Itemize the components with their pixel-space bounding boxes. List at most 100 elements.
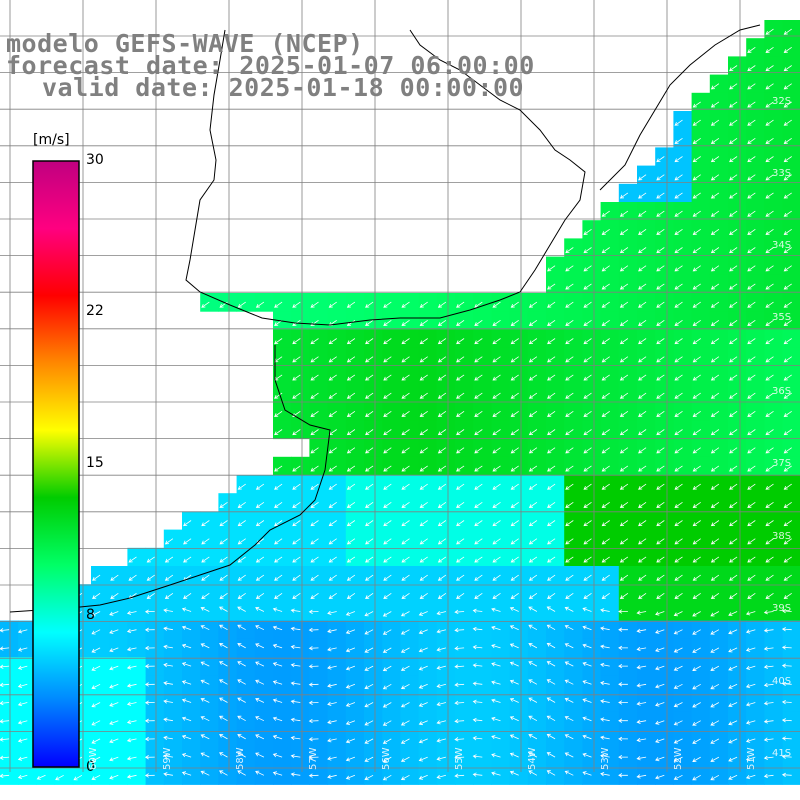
wind-speed-cell [655, 438, 674, 458]
wind-speed-cell [400, 547, 420, 567]
lon-label: 55W [454, 747, 465, 770]
wind-speed-cell [345, 675, 365, 694]
wind-speed-cell [709, 547, 729, 567]
wind-arrow [692, 374, 701, 381]
wind-arrow [747, 265, 756, 272]
wind-speed-cell [291, 693, 310, 713]
wind-speed-cell [345, 293, 365, 312]
wind-speed-cell [273, 748, 292, 767]
wind-arrow [656, 319, 665, 326]
wind-speed-cell [764, 511, 784, 531]
wind-arrow [710, 520, 720, 527]
wind-arrow [109, 756, 119, 762]
wind-arrow [474, 501, 483, 508]
wind-speed-cell [709, 183, 729, 203]
wind-arrow [583, 247, 592, 254]
wind-arrow [219, 752, 228, 758]
wind-speed-cell [400, 438, 420, 458]
wind-speed-cell [364, 657, 383, 676]
wind-arrow [472, 736, 483, 741]
wind-arrow [365, 538, 374, 545]
wind-arrow [638, 265, 647, 272]
wind-arrow [200, 661, 210, 667]
wind-arrow [382, 665, 392, 672]
wind-arrow [528, 301, 538, 308]
wind-arrow [237, 301, 246, 308]
wind-speed-cell [18, 748, 37, 767]
wind-speed-cell [546, 529, 565, 549]
wind-speed-cell [709, 256, 729, 276]
wind-speed-cell [200, 566, 219, 585]
wind-arrow [456, 429, 465, 436]
wind-arrow [692, 410, 701, 417]
wind-arrow [692, 629, 701, 635]
wind-arrow [510, 356, 519, 363]
wind-speed-cell [564, 511, 583, 531]
wind-speed-cell [327, 529, 347, 549]
wind-speed-cell [345, 602, 365, 622]
wind-speed-cell [691, 602, 711, 622]
wind-speed-cell [546, 566, 565, 585]
wind-arrow [346, 374, 356, 381]
wind-arrow [619, 520, 629, 527]
wind-arrow [126, 647, 137, 652]
wind-arrow [383, 501, 392, 508]
wind-arrow [73, 774, 83, 781]
wind-arrow [383, 574, 392, 581]
wind-speed-cell [691, 365, 711, 385]
wind-arrow [747, 174, 756, 181]
wind-arrow [365, 301, 374, 308]
wind-speed-cell [709, 438, 729, 458]
wind-arrow [491, 716, 501, 722]
wind-arrow [528, 447, 538, 454]
wind-speed-cell [364, 384, 383, 403]
wind-speed-cell [291, 365, 310, 385]
wind-arrow [509, 643, 519, 649]
wind-arrow [728, 774, 738, 780]
wind-speed-cell [436, 329, 456, 349]
wind-speed-cell [564, 238, 583, 258]
wind-arrow [219, 734, 228, 740]
wind-speed-cell [327, 311, 347, 330]
wind-speed-cell [418, 529, 438, 549]
wind-speed-cell [91, 693, 110, 713]
wind-arrow [308, 682, 319, 687]
wind-speed-cell [200, 675, 219, 694]
wind-arrow [36, 774, 46, 780]
wind-arrow [656, 265, 665, 272]
wind-arrow [472, 626, 483, 632]
wind-speed-cell [455, 547, 474, 567]
wind-speed-cell [673, 638, 693, 658]
wind-arrow [492, 538, 501, 545]
wind-arrow [200, 716, 210, 722]
wind-speed-cell [109, 584, 128, 603]
wind-arrow [783, 83, 792, 90]
wind-speed-cell [728, 529, 747, 549]
wind-speed-cell [400, 729, 420, 749]
wind-arrow [219, 679, 228, 685]
wind-arrow [292, 501, 301, 508]
wind-arrow [454, 773, 465, 778]
wind-speed-cell [728, 638, 747, 658]
wind-arrow [674, 283, 683, 290]
wind-speed-cell [418, 748, 438, 767]
wind-arrow [638, 283, 647, 290]
wind-arrow [474, 447, 483, 454]
wind-arrow [547, 520, 556, 527]
wind-arrow [747, 210, 756, 217]
wind-speed-cell [655, 147, 674, 167]
lon-label: 57W [308, 747, 319, 770]
wind-arrow [181, 753, 192, 758]
wind-speed-cell [600, 547, 620, 567]
wind-arrow [745, 756, 756, 761]
wind-speed-cell [618, 420, 638, 440]
wind-speed-cell [182, 584, 201, 603]
wind-arrow [656, 228, 665, 235]
wind-arrow [437, 538, 447, 545]
wind-speed-cell [163, 711, 183, 731]
wind-arrow [638, 592, 647, 599]
wind-speed-cell [236, 602, 256, 622]
wind-arrow [583, 429, 592, 436]
wind-arrow [781, 736, 792, 741]
wind-speed-cell [236, 657, 256, 676]
